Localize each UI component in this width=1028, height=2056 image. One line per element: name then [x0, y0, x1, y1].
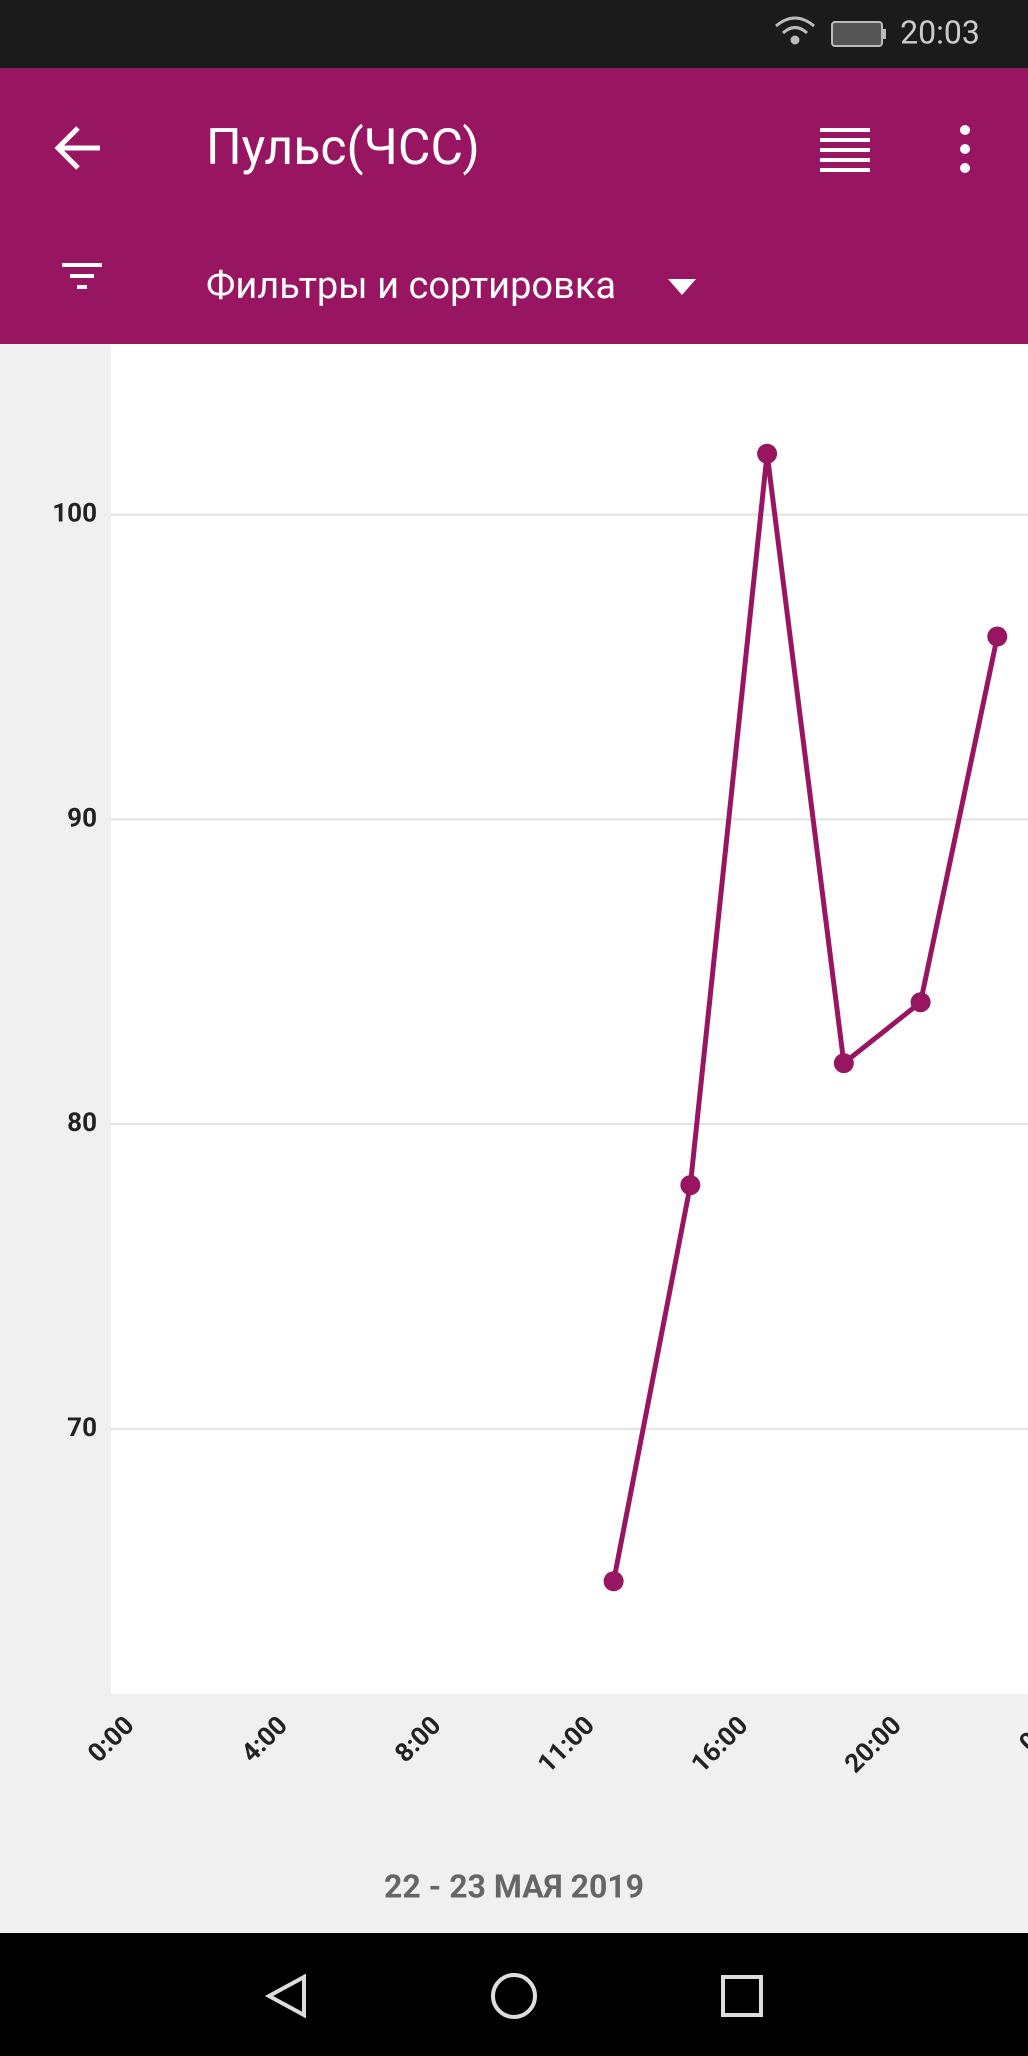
plot-area	[111, 344, 1028, 1694]
data-point	[757, 443, 778, 464]
y-tick-label: 70	[67, 1413, 97, 1443]
data-point	[603, 1571, 624, 1592]
list-view-button[interactable]	[820, 128, 870, 172]
y-tick-label: 90	[67, 803, 97, 833]
dropdown-arrow[interactable]	[668, 279, 696, 295]
battery-icon	[831, 21, 883, 47]
clock: 20:03	[900, 13, 980, 51]
nav-home[interactable]	[491, 1973, 537, 2019]
data-point	[833, 1053, 854, 1074]
date-range: 22 - 23 МАЯ 2019	[384, 1867, 644, 1905]
filter-icon[interactable]	[62, 263, 102, 289]
data-point	[910, 992, 931, 1013]
nav-back[interactable]	[264, 1973, 306, 2019]
data-point	[987, 626, 1008, 647]
filter-sort-dropdown[interactable]: Фильтры и сортировка	[206, 264, 616, 308]
wifi-icon	[775, 16, 815, 45]
y-tick-label: 80	[67, 1108, 97, 1138]
screen-title: Пульс(ЧСС)	[206, 119, 480, 177]
line-series	[611, 451, 1000, 1582]
more-menu-button[interactable]	[960, 125, 970, 173]
battery-tip	[882, 29, 886, 39]
y-tick-label: 100	[52, 499, 97, 529]
back-button[interactable]	[54, 126, 100, 170]
data-point	[680, 1175, 701, 1196]
app-bar	[0, 68, 1028, 344]
navigation-bar	[0, 1933, 1028, 2056]
nav-recents[interactable]	[721, 1975, 763, 2017]
